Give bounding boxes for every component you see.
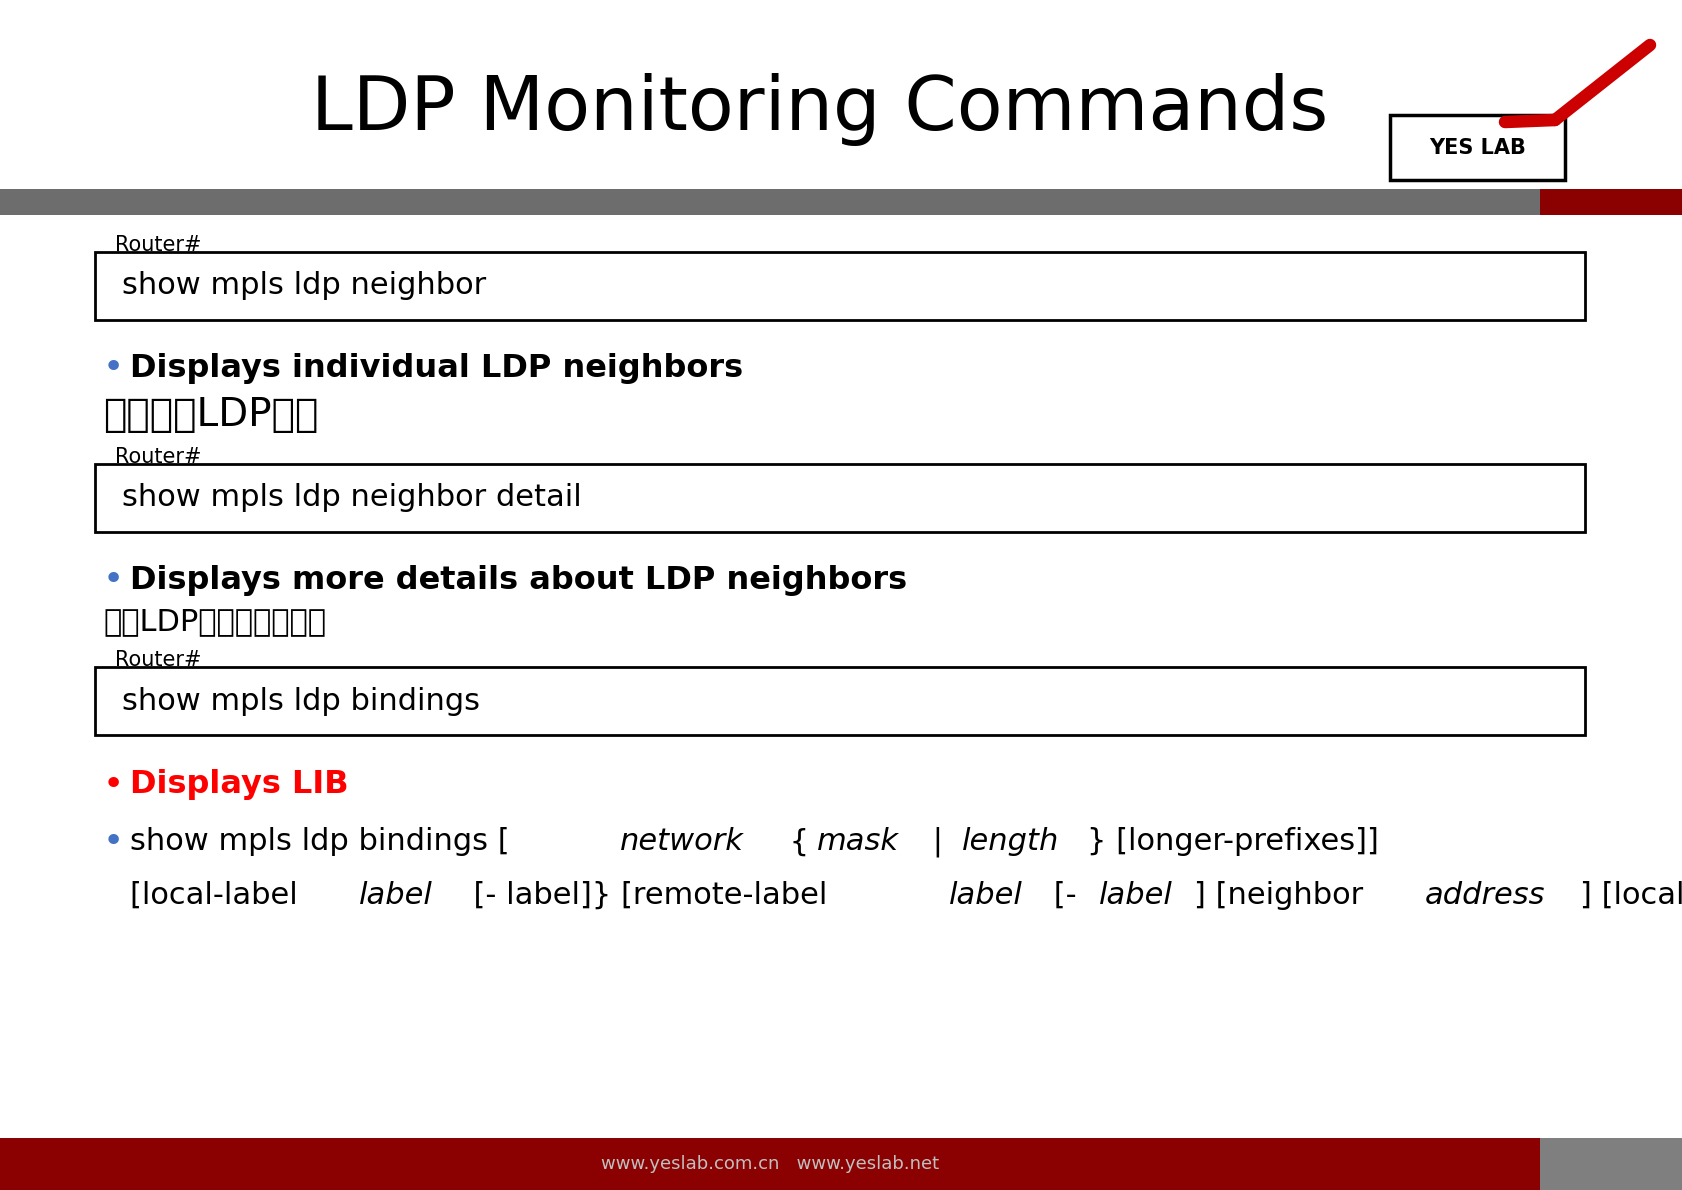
Bar [0,1138,1539,1190]
Text: } [longer-prefixes]]: } [longer-prefixes]] [1087,827,1378,857]
Text: Displays LIB: Displays LIB [130,770,348,801]
Text: |: | [922,827,952,857]
Text: {: { [779,827,809,857]
Text: show mpls ldp neighbor: show mpls ldp neighbor [121,271,486,301]
Text: Displays individual LDP neighbors: Displays individual LDP neighbors [130,352,743,383]
Text: show mpls ldp bindings: show mpls ldp bindings [121,687,479,715]
Bar [94,668,1584,735]
Bar [0,189,1539,215]
Text: mask: mask [817,827,898,857]
Bar [94,464,1584,532]
Bar [1539,189,1682,215]
Text: 显示单个LDP邻居: 显示单个LDP邻居 [103,396,318,434]
Text: YES LAB: YES LAB [1428,138,1526,157]
Bar [1539,1138,1682,1190]
Text: network: network [619,827,743,857]
Text: label: label [358,881,432,909]
Text: length: length [960,827,1058,857]
Text: Router#: Router# [114,650,202,670]
Text: [-: [- [1043,881,1087,909]
Text: Displays more details about LDP neighbors: Displays more details about LDP neighbor… [130,564,907,595]
Text: Router#: Router# [114,447,202,466]
Text: •: • [103,351,124,386]
Text: show mpls ldp bindings [: show mpls ldp bindings [ [130,827,510,857]
Text: ] [neighbor: ] [neighbor [1193,881,1373,909]
Text: www.yeslab.com.cn   www.yeslab.net: www.yeslab.com.cn www.yeslab.net [600,1155,939,1173]
Text: label: label [1098,881,1172,909]
Text: label: label [949,881,1023,909]
Text: [local-label: [local-label [130,881,308,909]
Text: Router#: Router# [114,234,202,255]
Text: •: • [103,768,124,802]
Text: •: • [103,825,124,859]
Text: •: • [103,563,124,597]
Text: LDP Monitoring Commands: LDP Monitoring Commands [311,74,1327,146]
Text: show mpls ldp neighbor detail: show mpls ldp neighbor detail [121,483,582,513]
Text: 显示LDP邻居的详细信息: 显示LDP邻居的详细信息 [103,608,326,637]
Bar [1389,115,1564,180]
Bar [94,252,1584,320]
Text: ] [local]: ] [local] [1579,881,1682,909]
Text: address: address [1425,881,1544,909]
Text: [- label]} [remote-label: [- label]} [remote-label [454,881,838,909]
